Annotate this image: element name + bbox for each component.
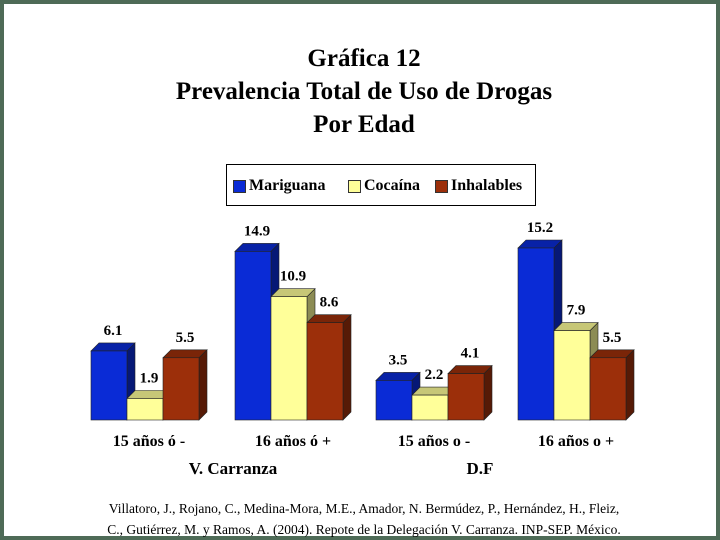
- legend-label-mariguana: Mariguana: [249, 177, 326, 194]
- data-label-cocaina-3: 2.2: [425, 367, 444, 383]
- bar-inhalables-3-side: [483, 364, 493, 421]
- x-tick-label-2: 16 años ó +: [255, 433, 331, 450]
- bar-cocaina-4-top: [553, 322, 599, 331]
- bar-inhalables-1: [162, 357, 200, 421]
- data-label-mariguana-2: 14.9: [244, 223, 270, 239]
- x-tick-label-1: 15 años ó -: [113, 433, 185, 450]
- chart-title: Gráfica 12 Prevalencia Total de Uso de D…: [4, 42, 720, 141]
- citation: Villatoro, J., Rojano, C., Medina-Mora, …: [4, 498, 720, 540]
- bar-cocaina-3: [411, 394, 449, 421]
- legend-swatch-mariguana: [233, 180, 246, 193]
- bar-inhalables-4-side: [625, 349, 635, 421]
- chart-title-line-2: Prevalencia Total de Uso de Drogas: [175, 78, 553, 105]
- data-label-mariguana-1: 6.1: [104, 323, 123, 339]
- bar-inhalables-3-top: [447, 365, 493, 374]
- citation-line-1: Villatoro, J., Rojano, C., Medina-Mora, …: [108, 501, 620, 516]
- legend-swatch-cocaina: [348, 180, 361, 193]
- bar-mariguana-4-top: [517, 239, 563, 249]
- data-label-inhalables-3: 4.1: [461, 346, 480, 362]
- bar-mariguana-2-top: [234, 243, 280, 252]
- bar-inhalables-4-top: [589, 349, 635, 359]
- bar-cocaina-2: [270, 296, 308, 421]
- bar-cocaina-1: [126, 398, 164, 421]
- chart-legend: Mariguana Cocaína Inhalables: [226, 164, 536, 206]
- data-label-inhalables-1: 5.5: [176, 330, 195, 346]
- bar-mariguana-1: [90, 350, 128, 421]
- bar-cocaina-4: [553, 330, 591, 421]
- group-label-1: V. Carranza: [189, 459, 278, 478]
- data-label-cocaina-4: 7.9: [567, 303, 586, 319]
- legend-swatch-inhalables: [435, 180, 448, 193]
- data-label-mariguana-4: 15.2: [527, 220, 553, 236]
- bar-inhalables-3: [447, 373, 485, 421]
- x-tick-label-4: 16 años o +: [538, 433, 614, 450]
- bar-mariguana-1-top: [90, 342, 136, 352]
- bar-mariguana-3: [375, 380, 413, 421]
- bar-chart: 6.1 14.9 3.5 15.2 1.9 10.9 2.2 7.9 5.5 8.6 4.1 5.5 1…: [90, 220, 635, 478]
- legend-label-inhalables: Inhalables: [451, 177, 523, 194]
- data-label-mariguana-3: 3.5: [389, 352, 408, 368]
- data-label-cocaina-1: 1.9: [140, 371, 159, 387]
- data-label-inhalables-4: 5.5: [603, 330, 622, 346]
- bar-cocaina-2-top: [270, 288, 316, 297]
- data-label-cocaina-2: 10.9: [280, 269, 306, 285]
- chart-title-line-3: Por Edad: [313, 111, 415, 138]
- bar-inhalables-2: [306, 322, 344, 421]
- bar-mariguana-3-top: [375, 372, 421, 381]
- bar-inhalables-1-top: [162, 349, 208, 359]
- data-label-inhalables-2: 8.6: [320, 295, 339, 311]
- x-tick-label-3: 15 años o -: [398, 433, 470, 450]
- bar-inhalables-1-side: [198, 349, 208, 421]
- bar-inhalables-2-top: [306, 314, 352, 323]
- chart-title-line-1: Gráfica 12: [307, 45, 421, 72]
- bar-inhalables-4: [589, 357, 627, 421]
- legend-label-cocaina: Cocaína: [364, 177, 420, 194]
- bar-mariguana-2: [234, 251, 272, 421]
- citation-line-2: C., Gutiérrez, M. y Ramos, A. (2004). Re…: [107, 522, 621, 537]
- bar-mariguana-4: [517, 247, 555, 421]
- bar-inhalables-2-side: [342, 313, 352, 421]
- group-label-2: D.F: [467, 459, 494, 478]
